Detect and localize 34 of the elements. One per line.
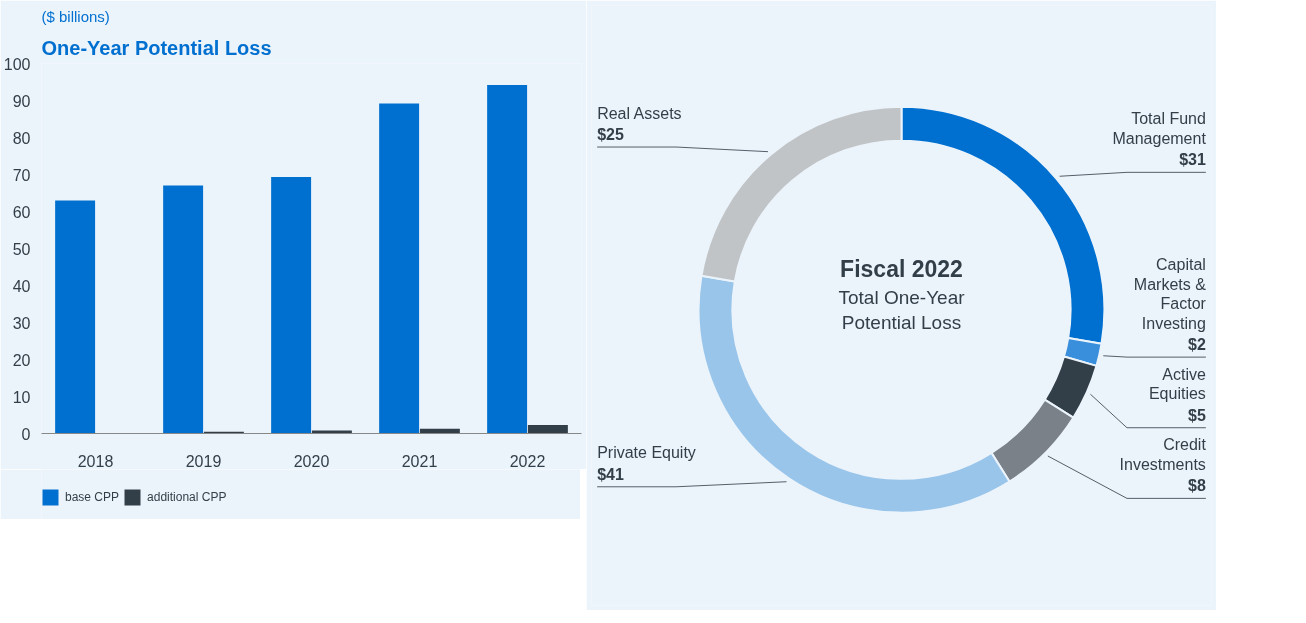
y-tick-label: 30 [12,314,31,332]
y-tick-label: 60 [12,203,31,221]
text: Total One-Year Potential Loss [838,287,966,334]
x-tick-label: 2018 [77,452,114,470]
slice-label: Active Equities [1148,365,1206,403]
slice-label: Real Assets [597,104,682,122]
slice-label: Credit Investments [1119,436,1207,474]
data-label: $31 [1179,151,1206,169]
y-tick-label: 90 [12,92,31,110]
x-tick-label: 2020 [293,452,330,470]
y-tick-label: 100 [3,55,31,73]
y-tick-label: 80 [12,129,31,147]
x-tick-label: 2021 [401,452,438,470]
y-tick-label: 50 [12,240,31,258]
data-label: $25 [597,125,624,143]
legend-label: base CPP [65,490,120,504]
data-label: $8 [1188,477,1206,495]
chart-title: One-Year Potential Loss [41,36,272,59]
slice-label: Total Fund Management [1112,110,1207,147]
slice-label: Capital Markets & Factor Investing [1133,256,1207,332]
data-label: $5 [1188,406,1206,424]
y-tick-label: 0 [21,425,31,443]
x-tick-label: 2022 [509,452,546,470]
text: Fiscal 2022 [840,255,963,282]
slice-label: Private Equity [597,444,696,462]
y-tick-label: 70 [12,166,31,184]
data-label: $2 [1188,335,1206,353]
data-label: $41 [597,465,624,483]
y-tick-label: 20 [12,351,31,369]
legend-label: additional CPP [147,490,227,504]
y-tick-label: 10 [12,388,31,406]
x-tick-label: 2019 [185,452,222,470]
y-tick-label: 40 [12,277,31,295]
chart-subtitle: ($ billions) [41,7,110,25]
